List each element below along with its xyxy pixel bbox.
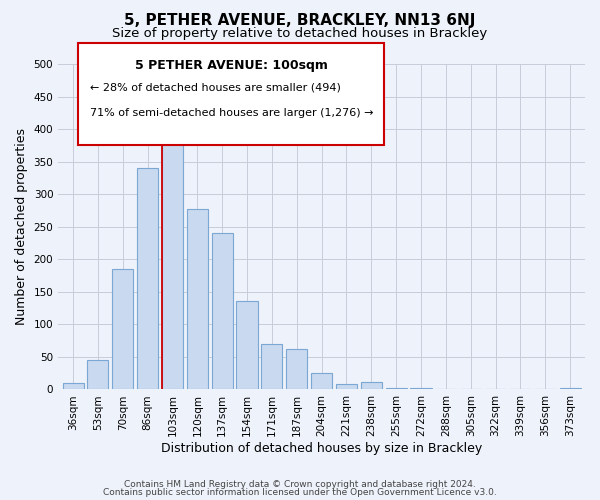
- Bar: [112, 269, 133, 390]
- Bar: [62, 383, 83, 390]
- Bar: [410, 388, 431, 390]
- Y-axis label: Number of detached properties: Number of detached properties: [15, 128, 28, 325]
- Bar: [386, 388, 407, 390]
- Bar: [162, 129, 183, 390]
- Bar: [187, 208, 208, 390]
- Bar: [88, 360, 109, 390]
- Bar: [137, 168, 158, 390]
- Text: Size of property relative to detached houses in Brackley: Size of property relative to detached ho…: [112, 28, 488, 40]
- Text: Contains public sector information licensed under the Open Government Licence v3: Contains public sector information licen…: [103, 488, 497, 497]
- Text: 71% of semi-detached houses are larger (1,276) →: 71% of semi-detached houses are larger (…: [90, 108, 373, 118]
- X-axis label: Distribution of detached houses by size in Brackley: Distribution of detached houses by size …: [161, 442, 482, 455]
- Text: 5, PETHER AVENUE, BRACKLEY, NN13 6NJ: 5, PETHER AVENUE, BRACKLEY, NN13 6NJ: [124, 12, 476, 28]
- Bar: [286, 349, 307, 390]
- Bar: [311, 372, 332, 390]
- Text: Contains HM Land Registry data © Crown copyright and database right 2024.: Contains HM Land Registry data © Crown c…: [124, 480, 476, 489]
- Bar: [361, 382, 382, 390]
- Bar: [212, 233, 233, 390]
- Text: 5 PETHER AVENUE: 100sqm: 5 PETHER AVENUE: 100sqm: [134, 59, 328, 72]
- Bar: [560, 388, 581, 390]
- Text: ← 28% of detached houses are smaller (494): ← 28% of detached houses are smaller (49…: [90, 82, 341, 92]
- Bar: [236, 301, 257, 390]
- Bar: [262, 344, 283, 390]
- Bar: [336, 384, 357, 390]
